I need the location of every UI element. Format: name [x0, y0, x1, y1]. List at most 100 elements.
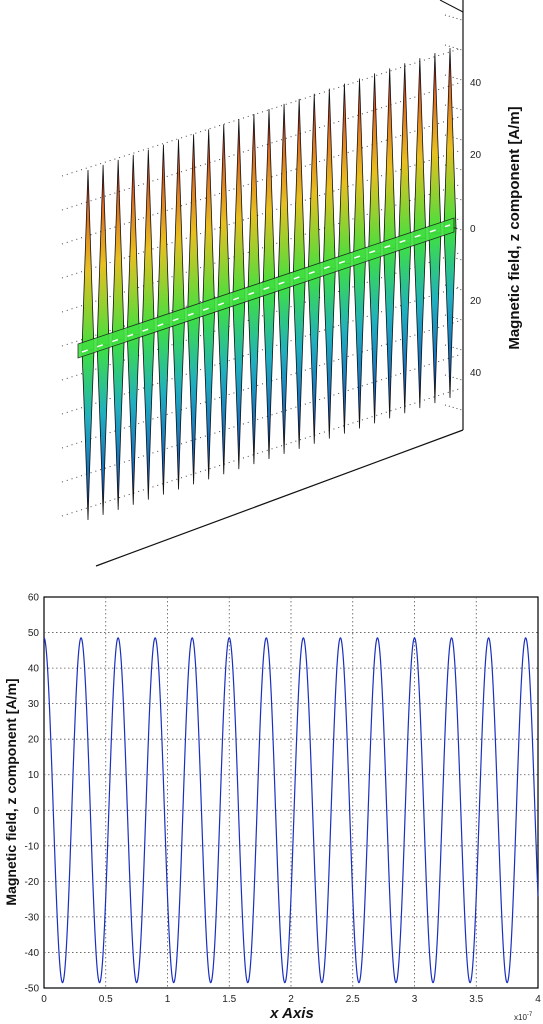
- surface-trough: [262, 288, 276, 460]
- surface-trough: [247, 293, 261, 465]
- surface-trough: [111, 339, 125, 510]
- surface-peak: [111, 159, 125, 341]
- surface-peak: [277, 103, 291, 285]
- surface-bounding-box: [95, 0, 464, 567]
- y-tick-label: 0: [33, 806, 39, 817]
- surface-peak: [187, 134, 200, 315]
- surface-plot-3d: 40 20 0 20 40 Magnetic field, z component [A…: [61, 0, 523, 567]
- surface-peak: [81, 169, 95, 351]
- x-tick-label: 1: [165, 994, 171, 1005]
- surface-zero-line: [81, 224, 451, 353]
- surface-peak: [338, 83, 351, 264]
- y-tick-label: 40: [28, 664, 40, 675]
- surface-peak: [398, 63, 412, 244]
- surface-peak: [322, 88, 336, 270]
- surface-z-axis-label: Magnetic field, z component [A/m]: [506, 106, 523, 349]
- y-tick-label: 50: [28, 628, 40, 639]
- grid-line: [444, 314, 463, 321]
- surface-trough: [81, 349, 95, 521]
- surface-trough: [141, 329, 155, 500]
- y-tick-label: 10: [28, 770, 40, 781]
- x-tick-label: 0: [41, 994, 47, 1005]
- y-tick-label: -20: [25, 877, 40, 888]
- grid-line: [444, 134, 463, 141]
- surface-peak: [262, 108, 276, 290]
- surface-peak: [413, 58, 427, 239]
- grid-line: [444, 74, 463, 81]
- surface-trough: [322, 268, 336, 439]
- grid-line: [444, 44, 463, 51]
- x-multiplier-exp: -7: [527, 1012, 533, 1018]
- surface-peak: [443, 47, 457, 229]
- grid-line: [444, 374, 463, 381]
- surface-trough: [232, 298, 246, 470]
- surface-z-ticks: 40 20 0 20 40: [470, 78, 482, 379]
- surface-trough: [428, 232, 442, 404]
- series-path: [43, 637, 539, 984]
- surface-trough: [172, 319, 185, 490]
- surface-peak: [307, 93, 321, 275]
- surface-peak: [428, 53, 442, 234]
- surface-peak: [157, 144, 170, 325]
- x-tick-labels: 0 0.5 1 1.5 2 2.5 3 3.5 4: [41, 994, 541, 1005]
- surface-trough: [307, 273, 321, 444]
- x-multiplier-base: x10: [514, 1013, 527, 1022]
- y-tick-label: 30: [28, 699, 40, 710]
- y-tick-label: -10: [25, 841, 40, 852]
- y-tick-label: -30: [25, 912, 40, 923]
- surface-trough: [277, 283, 291, 454]
- plot-grid: [44, 597, 538, 988]
- surface-trough: [353, 258, 366, 429]
- surface-z-tick-label: 40: [470, 78, 482, 89]
- surface-z-tick-label: 20: [470, 150, 482, 161]
- surface-peak: [247, 114, 261, 295]
- line-plot-2d: 0 0.5 1 1.5 2 2.5 3 3.5 4 60 50 40 30 20 10 0 -10 -20 -30…: [3, 593, 541, 1023]
- x-tick-label: 2.5: [346, 994, 360, 1005]
- surface-trough: [398, 242, 412, 414]
- surface-peak: [141, 149, 155, 331]
- surface-trough: [202, 308, 216, 480]
- grid-line: [444, 104, 463, 111]
- box-top-edge: [439, 0, 464, 13]
- y-tick-label: -40: [25, 948, 40, 959]
- surface-trough: [338, 263, 351, 434]
- surface-peak: [202, 129, 216, 310]
- surface-peak: [126, 154, 140, 336]
- x-tick-label: 0.5: [99, 994, 113, 1005]
- x-tick-label: 3: [412, 994, 418, 1005]
- grid-line: [444, 404, 463, 411]
- surface-z-tick-label: 40: [470, 368, 482, 379]
- surface-trough: [368, 253, 381, 424]
- surface-trough: [292, 278, 306, 449]
- grid-line: [444, 14, 463, 21]
- grid-line: [444, 344, 463, 351]
- surface-trough: [383, 247, 397, 419]
- box-bottom-edge: [95, 429, 464, 567]
- surface-peak: [292, 98, 306, 280]
- surface-trough: [413, 237, 427, 409]
- y-tick-labels: 60 50 40 30 20 10 0 -10 -20 -30 -40 -50: [25, 593, 40, 995]
- surface-peak: [232, 119, 246, 300]
- surface-peak: [96, 164, 110, 346]
- surface-peak: [172, 139, 185, 320]
- surface-trough: [187, 314, 200, 485]
- surface-trough: [96, 344, 110, 515]
- surface-peak: [383, 68, 397, 249]
- x-tick-label: 3.5: [469, 994, 483, 1005]
- surface-peak: [368, 73, 381, 254]
- surface-trough: [157, 324, 170, 495]
- surface-z-tick-label: 20: [470, 296, 482, 307]
- surface-waves: [77, 47, 457, 521]
- surface-peak: [217, 124, 231, 305]
- y-tick-label: -50: [25, 984, 40, 995]
- surface-trough: [126, 334, 140, 505]
- surface-trough: [217, 303, 231, 475]
- x-tick-label: 1.5: [222, 994, 236, 1005]
- surface-trough: [443, 227, 457, 399]
- y-tick-label: 60: [28, 593, 40, 604]
- x-tick-label: 4: [535, 994, 541, 1005]
- x-multiplier-label: x10-7: [514, 1012, 533, 1022]
- surface-peak: [353, 78, 366, 259]
- x-axis-label: x Axis: [269, 1005, 314, 1022]
- surface-z-tick-label: 0: [470, 224, 476, 235]
